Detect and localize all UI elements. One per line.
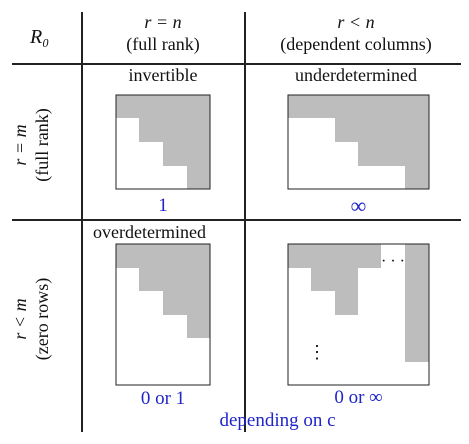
solutions-overdetermined: 0 or 1 (116, 388, 210, 410)
solutions-invertible: 1 (116, 195, 210, 217)
ellipsis-vertical: ⋮ (308, 342, 326, 363)
footnote-depending-on-c: depending on c (150, 410, 405, 432)
matrix-overdetermined (116, 244, 210, 385)
free-columns-block (405, 244, 429, 362)
matrix-underdetermined (288, 95, 429, 189)
solutions-underdetermined: ∞ (288, 193, 429, 219)
matrix-invertible (116, 95, 210, 189)
solutions-general: 0 or ∞ (288, 387, 429, 409)
matrix-general (288, 244, 429, 385)
ellipsis-horizontal: · · · (381, 253, 405, 271)
